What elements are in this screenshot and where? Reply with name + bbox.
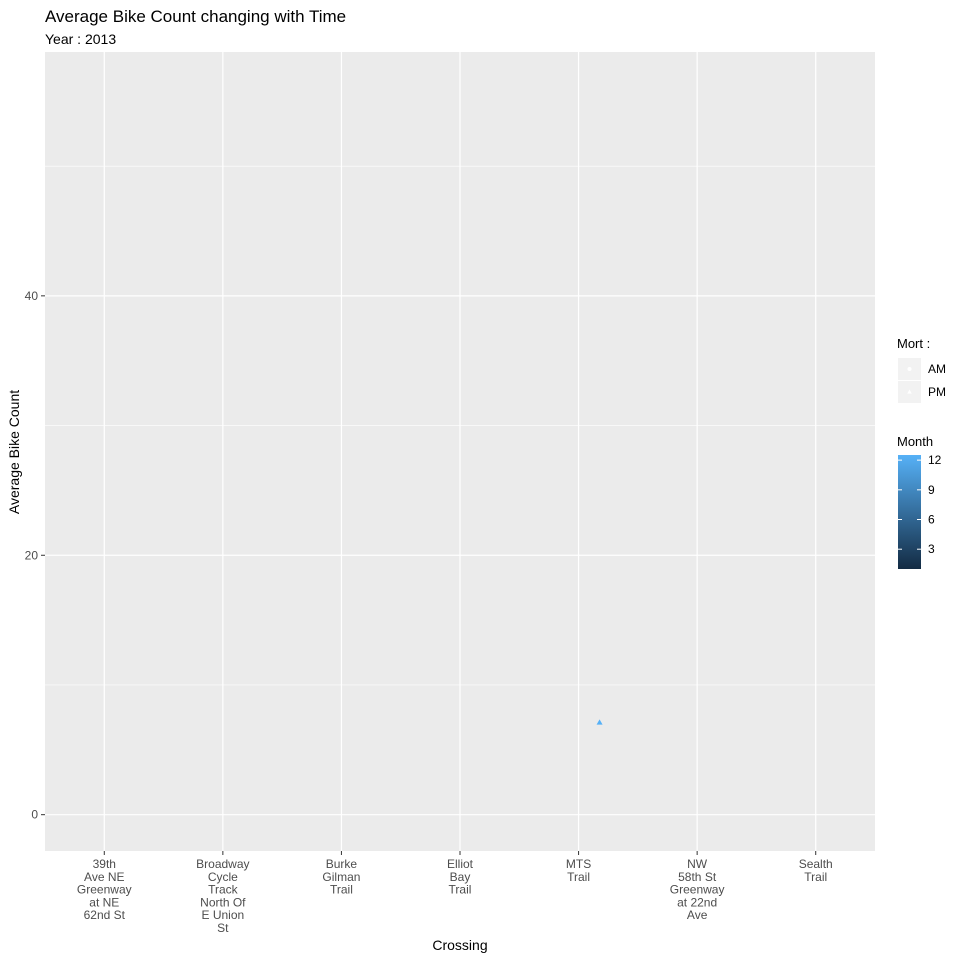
x-axis-title: Crossing bbox=[432, 937, 487, 953]
colorbar-label: 9 bbox=[928, 483, 935, 497]
x-tick-label: Broadway Cycle Track North Of E Union St bbox=[196, 857, 249, 935]
x-tick-label: 39th Ave NE Greenway at NE 62nd St bbox=[77, 857, 132, 922]
y-tick-label: 40 bbox=[25, 289, 39, 303]
shape-legend: Mort : AM PM bbox=[897, 336, 946, 403]
colorbar-label: 12 bbox=[928, 453, 942, 467]
shape-legend-title: Mort : bbox=[897, 336, 930, 351]
y-axis: 0 20 40 bbox=[25, 289, 45, 822]
y-tick-label: 0 bbox=[31, 808, 38, 822]
month-colorbar bbox=[898, 455, 921, 569]
x-tick-label: Burke Gilman Trail bbox=[322, 857, 360, 897]
data-point bbox=[596, 719, 603, 725]
colorbar-label: 6 bbox=[928, 513, 935, 527]
legend-key-circle bbox=[907, 367, 912, 371]
y-tick-label: 20 bbox=[25, 548, 39, 562]
y-axis-title: Average Bike Count bbox=[6, 390, 22, 514]
data-points bbox=[596, 719, 603, 725]
plot-panel bbox=[45, 52, 875, 851]
color-legend: Month 3 6 9 12 bbox=[897, 434, 942, 569]
colorbar-label: 3 bbox=[928, 542, 935, 556]
color-legend-title: Month bbox=[897, 434, 933, 449]
x-tick-label: Elliot Bay Trail bbox=[447, 857, 474, 897]
shape-legend-label: PM bbox=[928, 385, 946, 399]
legend-key-triangle bbox=[907, 389, 912, 394]
x-tick-label: Sealth Trail bbox=[799, 857, 833, 884]
chart-subtitle: Year : 2013 bbox=[45, 31, 116, 47]
shape-legend-label: AM bbox=[928, 362, 946, 376]
x-tick-label: MTS Trail bbox=[566, 857, 591, 884]
x-tick-label: NW 58th St Greenway at 22nd Ave bbox=[670, 857, 725, 922]
x-axis: 39th Ave NE Greenway at NE 62nd St Broadway Cy… bbox=[77, 851, 833, 935]
chart-title: Average Bike Count changing with Time bbox=[45, 7, 346, 26]
